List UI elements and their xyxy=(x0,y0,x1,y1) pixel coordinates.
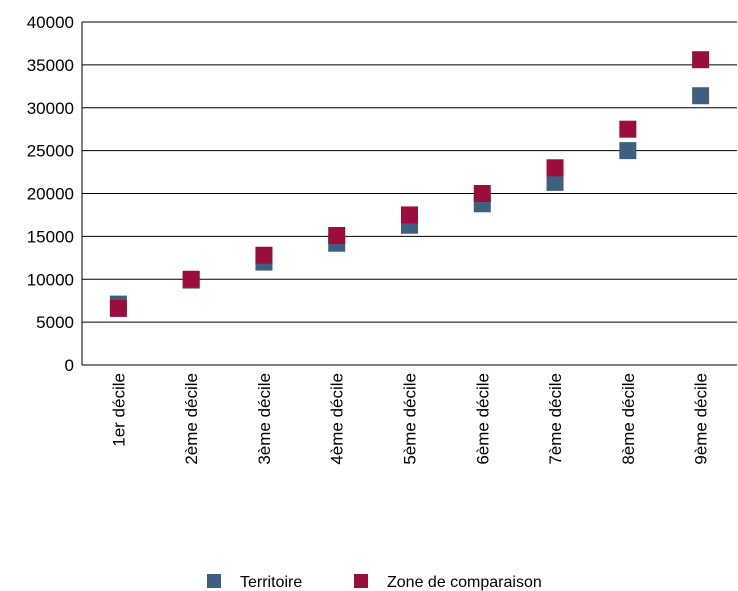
y-tick-label: 30000 xyxy=(27,99,74,118)
zone-comparaison-point xyxy=(619,120,637,138)
x-tick-label: 1er décile xyxy=(109,373,128,447)
zone-comparaison-point xyxy=(109,299,127,317)
zone-comparaison-point xyxy=(182,270,200,288)
zone-comparaison-point xyxy=(473,185,491,202)
legend-label: Territoire xyxy=(240,574,302,591)
x-tick-label: 2ème décile xyxy=(182,373,201,465)
territoire-point xyxy=(692,87,710,105)
y-tick-label: 5000 xyxy=(36,313,74,332)
x-tick-label: 9ème décile xyxy=(692,373,711,465)
x-tick-label: 5ème décile xyxy=(401,373,420,465)
y-tick-label: 10000 xyxy=(27,270,74,289)
y-axis-tick-labels: 0 5000 10000 15000 20000 25000 30000 35000 40000 xyxy=(27,13,74,375)
x-tick-label: 6ème décile xyxy=(473,373,492,465)
y-tick-label: 35000 xyxy=(27,56,74,75)
y-tick-label: 15000 xyxy=(27,227,74,246)
x-tick-label: 8ème décile xyxy=(619,373,638,465)
legend: Territoire Zone de comparaison xyxy=(207,574,542,591)
zone-comparaison-point xyxy=(255,246,273,264)
y-tick-label: 0 xyxy=(65,356,74,375)
x-tick-label: 4ème décile xyxy=(328,373,347,465)
data-points xyxy=(109,51,710,317)
x-tick-label: 7ème décile xyxy=(546,373,565,465)
y-tick-label: 20000 xyxy=(27,185,74,204)
zone-comparaison-point xyxy=(401,206,418,224)
x-axis-tick-labels: 1er décile 2ème décile 3ème décile 4ème déc… xyxy=(109,373,710,465)
zone-comparaison-point xyxy=(546,159,564,177)
legend-label: Zone de comparaison xyxy=(387,574,542,591)
zone-comparaison-point xyxy=(328,227,346,245)
zone-comparaison-point xyxy=(692,51,710,69)
territoire-point xyxy=(619,142,637,160)
legend-swatch xyxy=(354,574,368,588)
y-tick-label: 40000 xyxy=(27,13,74,32)
territoire-point xyxy=(546,173,564,191)
legend-swatch xyxy=(207,574,221,588)
gridlines xyxy=(82,21,737,366)
y-tick-label: 25000 xyxy=(27,142,74,161)
x-tick-label: 3ème décile xyxy=(255,373,274,465)
